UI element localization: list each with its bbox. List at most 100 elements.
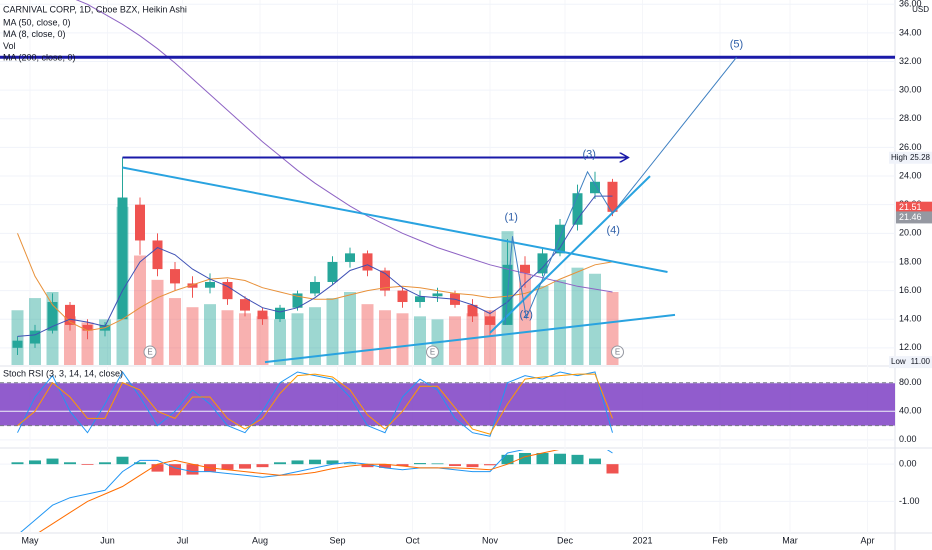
- x-tick-label: Jul: [177, 535, 189, 545]
- trendline: [504, 56, 737, 325]
- volume-bar: [239, 313, 251, 365]
- y-tick-label: 0.00: [899, 459, 917, 469]
- legend-item: MA (200, close, 0): [3, 52, 76, 62]
- volume-bar: [361, 304, 374, 365]
- volume-bar: [151, 279, 164, 365]
- histogram-bar: [291, 460, 304, 465]
- histogram-bar: [519, 452, 531, 465]
- legend-item: Vol: [3, 41, 16, 51]
- volume-bar: [81, 322, 94, 365]
- volume-bar: [134, 255, 146, 365]
- volume-bar: [204, 304, 216, 365]
- x-tick-label: Feb: [712, 535, 728, 545]
- y-tick-label: 80.00: [899, 377, 922, 387]
- y-tick-label: -1.00: [899, 496, 920, 506]
- wave-label: (1): [505, 211, 518, 223]
- y-tick-label: 28.00: [899, 113, 922, 123]
- histogram-bar: [431, 463, 444, 465]
- candle-body: [170, 269, 180, 284]
- histogram-bar: [536, 452, 549, 465]
- histogram-bar: [46, 458, 59, 465]
- volume-bar: [414, 316, 426, 365]
- pane-title: Stoch RSI (3, 3, 14, 14, close): [3, 368, 123, 378]
- volume-bar: [536, 285, 549, 365]
- currency: USD: [912, 5, 929, 14]
- candle-body: [345, 253, 355, 262]
- volume-bar: [326, 298, 339, 365]
- extreme-name: Low: [891, 357, 906, 366]
- candle-body: [537, 253, 548, 274]
- candle-body: [362, 253, 373, 271]
- price-tag-label: 21.46: [899, 212, 922, 222]
- histogram-bar: [501, 454, 514, 465]
- histogram-bar: [396, 464, 409, 467]
- wave-label: (2): [520, 309, 533, 321]
- y-tick-label: 18.00: [899, 256, 922, 266]
- candle-body: [485, 316, 495, 325]
- layers: [29, 0, 868, 533]
- price-tag-label: 21.51: [899, 202, 922, 212]
- moving-average: [75, 0, 613, 293]
- candle-body: [555, 224, 565, 254]
- chart-title: CARNIVAL CORP, 1D, Cboe BZX, Heikin Ashi: [3, 4, 187, 14]
- volume-bar: [221, 310, 234, 365]
- volume-bar: [64, 316, 76, 365]
- candle-body: [257, 310, 268, 320]
- candle-body: [607, 181, 618, 212]
- histogram-bar: [169, 464, 181, 476]
- histogram-bar: [99, 462, 111, 465]
- histogram-bar: [81, 464, 94, 465]
- histogram-bar: [239, 464, 251, 469]
- earnings-label: E: [147, 348, 152, 357]
- y-tick-label: 16.00: [899, 285, 922, 295]
- candle-body: [12, 340, 23, 348]
- histogram-bar: [134, 462, 146, 465]
- earnings-marker: [143, 345, 157, 359]
- candle-body: [467, 304, 478, 317]
- histogram-bar: [116, 456, 129, 465]
- earnings-label: E: [615, 348, 620, 357]
- macd-line: [38, 450, 560, 532]
- extreme-name: High: [891, 153, 907, 162]
- volume-bar: [379, 310, 391, 365]
- volume-bar: [99, 319, 111, 365]
- volume-bar: [344, 292, 356, 365]
- volume-bar: [309, 307, 321, 365]
- trendline: [489, 175, 651, 334]
- y-tick-label: 14.00: [899, 314, 922, 324]
- histogram-bar: [484, 464, 496, 466]
- extreme-tag: [889, 356, 932, 369]
- y-tick-label: 34.00: [899, 27, 922, 37]
- histogram-bar: [309, 459, 321, 465]
- y-tick-label: 26.00: [899, 142, 922, 152]
- macd-line: [20, 450, 613, 532]
- volume-bar: [589, 273, 601, 365]
- wave-label: (4): [607, 224, 620, 236]
- stoch-band: [0, 382, 895, 426]
- candle-body: [65, 304, 75, 325]
- y-tick-label: 30.00: [899, 85, 922, 95]
- histogram-bar: [379, 464, 391, 468]
- x-tick-label: Jun: [100, 535, 115, 545]
- pane: [0, 450, 895, 532]
- x-tick-label: Oct: [405, 535, 420, 545]
- histogram-bar: [606, 464, 619, 474]
- histogram-bar: [151, 464, 164, 472]
- candle-body: [520, 264, 530, 274]
- x-tick-label: May: [21, 535, 39, 545]
- stoch-line: [17, 373, 613, 435]
- trendline: [264, 313, 676, 364]
- volume-bar: [554, 279, 566, 365]
- candle-body: [222, 281, 233, 300]
- candle-body: [152, 240, 163, 270]
- x-tick-label: Apr: [860, 535, 874, 545]
- earnings-label: E: [430, 348, 435, 357]
- histogram-bar: [11, 462, 24, 465]
- legend-item: MA (8, close, 0): [3, 29, 66, 39]
- volume-bar: [256, 316, 269, 365]
- pane: (1) (2) (3) (4) (5) E E E: [0, 0, 895, 365]
- wave-label: (5): [730, 38, 743, 50]
- candle-body: [310, 281, 320, 294]
